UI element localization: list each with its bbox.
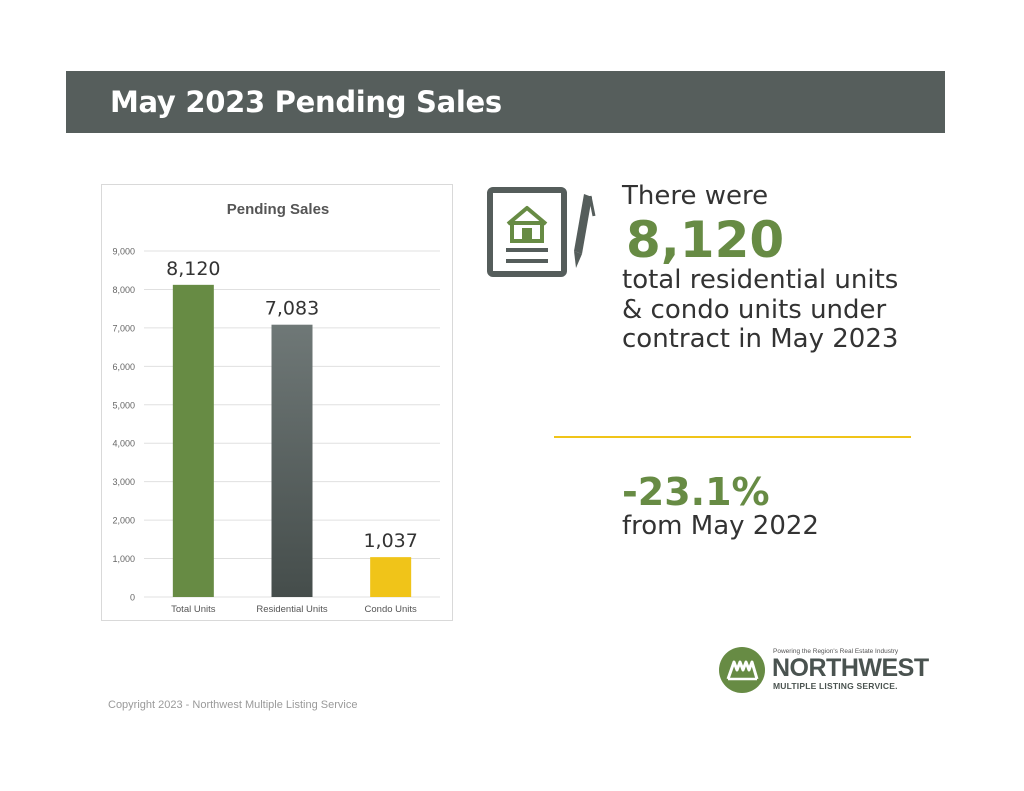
nwmls-logo: Powering the Region's Real Estate Indust… [718,646,929,694]
pending-sales-chart: Pending Sales 0 1,000 2,000 3,000 4,000 5,000 6… [101,184,453,621]
stat-change-description: from May 2022 [622,511,819,541]
stat-description: total residential units & condo units un… [622,265,899,354]
data-label: 1,037 [363,530,417,552]
y-tick-label: 8,000 [112,285,135,295]
data-label: 8,120 [166,258,220,280]
y-tick-label: 3,000 [112,477,135,487]
stat-intro: There were [622,181,769,211]
stat-change: -23.1% [622,470,770,514]
nwmls-logo-icon [719,647,765,693]
data-label: 7,083 [265,298,319,320]
y-tick-label: 5,000 [112,400,135,410]
y-tick-label: 0 [130,593,135,603]
page-title: May 2023 Pending Sales [110,85,502,119]
logo-name: NORTHWEST [772,654,929,682]
bar [172,284,214,597]
y-tick-label: 4,000 [112,439,135,449]
x-tick-label: Residential Units [256,604,328,615]
x-tick-label: Total Units [171,604,216,615]
y-tick-label: 6,000 [112,362,135,372]
x-tick-label: Condo Units [365,604,418,615]
house-document-icon [487,187,596,277]
bar [370,557,412,597]
logo-tagline: Powering the Region's Real Estate Indust… [773,648,899,655]
divider [554,436,911,438]
y-tick-label: 2,000 [112,516,135,526]
copyright-text: Copyright 2023 - Northwest Multiple List… [108,699,358,711]
pen-icon [574,194,596,268]
y-tick-label: 1,000 [112,554,135,564]
logo-subtitle: MULTIPLE LISTING SERVICE. [773,681,898,691]
chart-canvas: Pending Sales 0 1,000 2,000 3,000 4,000 5,000 6… [112,201,440,615]
y-tick-label: 9,000 [112,247,135,257]
chart-title: Pending Sales [227,201,330,218]
y-tick-label: 7,000 [112,323,135,333]
bar [271,324,313,597]
stat-total: 8,120 [626,211,785,269]
header-banner: May 2023 Pending Sales [66,71,945,133]
